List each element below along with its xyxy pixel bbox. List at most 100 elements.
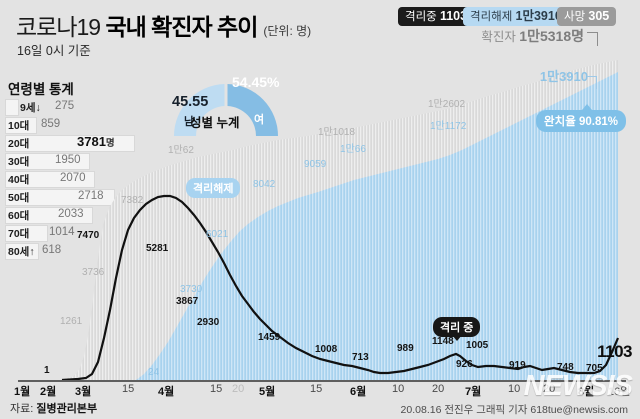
age-row-3: 30대 1950 (5, 153, 105, 170)
pill-label-released: 격리해제 (470, 11, 513, 23)
age-label-3: 30대 (8, 156, 30, 168)
age-label-5: 50대 (8, 192, 30, 204)
chart-label-isolated-4: 2930 (197, 317, 220, 328)
gender-female-percent: 54.45% (232, 74, 280, 90)
x-tick-10: 10 (392, 383, 405, 395)
chart-label-isolated-latest: 1103 (597, 342, 632, 361)
chart-label-released-6: 1만1172 (430, 121, 467, 132)
x-tick-13: 10 (508, 383, 521, 395)
chart-label-isolated-1: 7470 (77, 230, 100, 241)
x-tick-2: 3월 (75, 386, 92, 398)
gender-donut-chart (170, 80, 282, 192)
x-tick-4: 4월 (158, 386, 175, 398)
age-value-7: 1014 (49, 226, 75, 238)
confirmed-total: 확진자 1만5318명 (481, 26, 584, 46)
age-value-0: 275 (55, 100, 75, 112)
chart-label-isolated-2: 5281 (146, 243, 169, 254)
gender-male-label: 남 (184, 116, 195, 128)
chart-label-released-2: 6021 (206, 229, 229, 240)
chart-label-released-0: 24 (148, 367, 160, 378)
pill-label-death: 사망 (564, 11, 586, 23)
title-unit: (단위: 명) (263, 24, 312, 38)
chart-label-isolated-10: 1005 (466, 340, 489, 351)
age-row-8: 80세↑ 618 (5, 243, 61, 260)
gender-donut-svg (174, 84, 278, 140)
donut-slice-female (227, 84, 278, 136)
age-label-6: 60대 (8, 210, 30, 222)
chart-label-isolated-5: 1459 (258, 332, 281, 343)
chart-label-released-5: 1만66 (340, 144, 366, 155)
released-leader-line (587, 76, 597, 89)
age-value-4: 2070 (60, 172, 86, 184)
chart-label-confirmed-1: 3736 (82, 267, 105, 278)
age-value-8: 618 (42, 244, 62, 256)
area-released (136, 72, 618, 380)
x-axis-line (18, 380, 626, 382)
age-bar-4 (5, 171, 95, 188)
age-bar-0 (5, 99, 19, 116)
age-row-7: 70대 1014 (5, 225, 75, 242)
age-value-6: 2033 (58, 208, 84, 220)
x-tick-6: 20 (232, 383, 245, 395)
cure-rate-badge: 완치율 90.81% (536, 110, 626, 132)
age-stats-title: 연령별 통계 (8, 82, 74, 97)
age-label-2: 20대 (8, 138, 30, 150)
age-row-0: 9세↓ 275 (5, 99, 74, 116)
gender-male-percent: 45.55 (172, 94, 209, 110)
chart-label-confirmed-4: 1만1018 (318, 127, 356, 138)
pill-value-released: 1만3910 (515, 9, 562, 23)
x-tick-8: 15 (310, 383, 323, 395)
age-value-2-suffix: 명 (105, 138, 115, 149)
x-tick-0: 1월 (14, 386, 31, 398)
age-value-5: 2718 (78, 190, 104, 202)
donut-slice-male (174, 84, 225, 136)
trend-chart-svg (61, 60, 620, 382)
gender-female-label: 여 (254, 114, 265, 126)
chart-label-isolated-3: 3867 (176, 296, 199, 307)
age-value-2-num: 3781 (77, 134, 106, 149)
x-tick-7: 5월 (259, 386, 276, 398)
released-badge: 격리해제 (186, 178, 241, 198)
chart-label-confirmed-5: 1만2602 (428, 99, 466, 110)
age-bar-7 (5, 225, 48, 242)
status-badge-isolated: 격리중 1103 (398, 7, 475, 26)
isolated-badge: 격리 중 (433, 317, 481, 337)
chart-label-confirmed-0: 1261 (60, 316, 83, 327)
x-tick-14: 20 (543, 383, 556, 395)
title-bold: 국내 확진자 추이 (105, 14, 258, 40)
title-light: 코로나19 (16, 14, 106, 40)
chart-label-isolated-7: 713 (352, 352, 369, 363)
x-tick-9: 6월 (350, 386, 367, 398)
age-row-6: 60대 2033 (5, 207, 108, 224)
pill-value-death: 305 (588, 9, 610, 23)
age-row-1: 10대 859 (5, 117, 60, 134)
isolated-badge-tip (452, 335, 462, 341)
chart-label-isolated-11: 926 (456, 359, 473, 370)
chart-label-isolated-13: 748 (557, 362, 574, 373)
label-released-cumulative: 1만3910 (539, 69, 588, 84)
source-value: 질병관리본부 (36, 403, 98, 415)
chart-label-confirmed-3: 1만62 (168, 145, 194, 156)
x-tick-11: 20 (432, 383, 445, 395)
x-tick-15: 8월 (578, 386, 595, 398)
age-row-4: 40대 2070 (5, 171, 110, 188)
confirmed-total-label: 확진자 (481, 30, 520, 44)
age-value-1: 859 (41, 118, 61, 130)
cure-rate-badge-tip (582, 104, 592, 110)
age-bar-6 (5, 207, 93, 224)
chart-label-released-4: 9059 (304, 159, 327, 170)
age-value-2: 3781명 (77, 134, 115, 149)
line-isolated (61, 194, 620, 382)
pill-value-isolated: 1103 (439, 9, 468, 23)
age-bar-8 (5, 243, 39, 260)
confirmed-total-value: 1만5318명 (519, 28, 584, 44)
age-bar-1 (5, 117, 37, 134)
chart-label-isolated-12: 919 (509, 360, 526, 371)
age-label-7: 70대 (8, 228, 30, 240)
x-tick-5: 15 (210, 383, 223, 395)
x-tick-3: 15 (122, 383, 135, 395)
age-label-4: 40대 (8, 174, 30, 186)
donut-base-mask (174, 136, 278, 140)
chart-label-released-1: 3730 (180, 284, 203, 295)
